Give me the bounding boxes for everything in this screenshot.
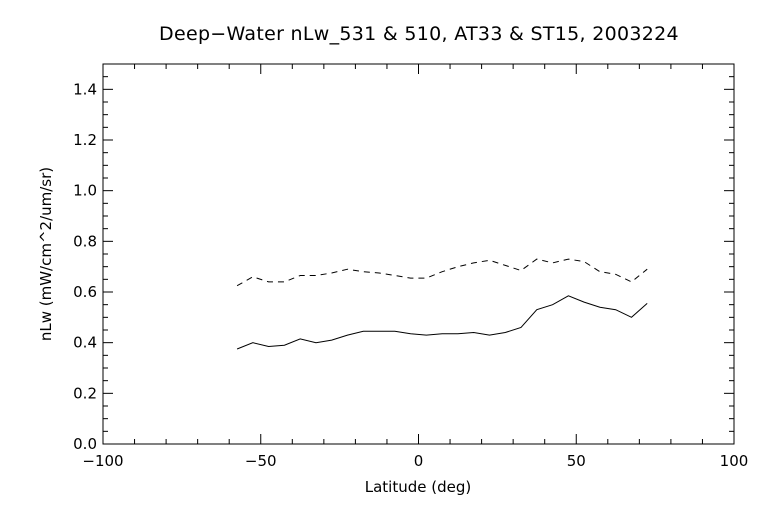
y-tick-label: 0.0 [73, 435, 97, 453]
y-tick-label: 1.4 [73, 80, 97, 98]
y-tick-label: 1.0 [73, 182, 97, 200]
plot-frame [102, 63, 735, 445]
x-tick-label: 50 [567, 452, 586, 470]
y-tick-label: 0.6 [73, 283, 97, 301]
y-axis-label: nLw (mW/cm^2/um/sr) [37, 167, 55, 341]
series-line-solid [236, 295, 648, 350]
series-layer [236, 258, 648, 350]
x-tick-label: 100 [720, 452, 749, 470]
x-axis-label: Latitude (deg) [365, 478, 471, 496]
axes-layer: −100 −50 0 50 100 0.0 0.2 0.4 0.6 0.8 1.0 1.2 1.4 [73, 63, 749, 470]
x-tick-label: −50 [245, 452, 277, 470]
y-tick-label: 0.8 [73, 232, 97, 250]
y-tick-label: 0.2 [73, 384, 97, 402]
x-tick-label: 0 [414, 452, 424, 470]
x-tick-label: −100 [82, 452, 123, 470]
y-tick-label: 1.2 [73, 131, 97, 149]
chart-title: Deep−Water nLw_531 & 510, AT33 & ST15, 2… [159, 23, 679, 45]
y-tick-label: 0.4 [73, 334, 97, 352]
series-line-dashed [236, 258, 648, 287]
